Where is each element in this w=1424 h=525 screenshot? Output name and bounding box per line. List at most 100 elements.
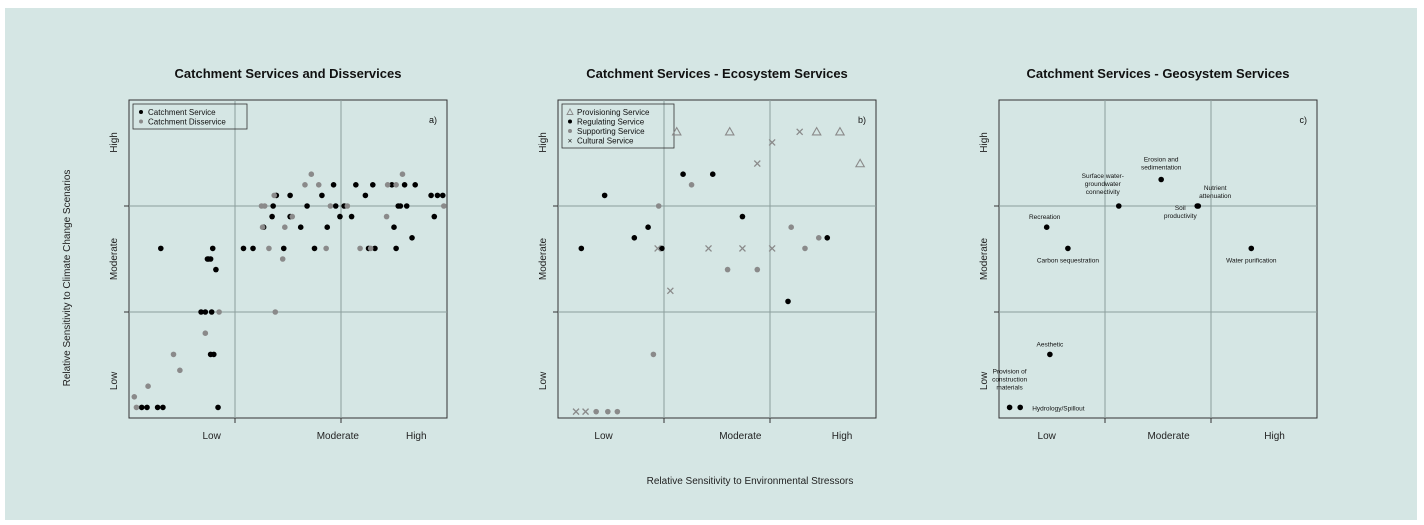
series-catchment-service <box>138 182 446 411</box>
series-catchment-disservice <box>131 171 447 411</box>
data-point <box>348 213 355 220</box>
data-point <box>768 138 776 146</box>
data-point <box>272 309 279 315</box>
data-point <box>739 213 746 220</box>
data-point <box>1194 203 1201 209</box>
data-point <box>311 245 318 252</box>
data-point <box>319 192 325 199</box>
data-point <box>202 309 209 315</box>
annotation-line: construction <box>992 376 1027 383</box>
data-point <box>287 192 293 199</box>
data-point <box>145 383 151 390</box>
x-tick-label: Moderate <box>719 431 762 442</box>
legend-marker <box>139 110 143 114</box>
data-point <box>160 404 166 411</box>
legend-marker <box>568 119 572 124</box>
data-point <box>724 126 735 136</box>
data-point <box>1043 224 1050 230</box>
annotation-line: Water purification <box>1226 257 1277 264</box>
figure: Relative Sensitivity to Climate Change S… <box>5 8 1417 520</box>
data-point <box>209 245 216 252</box>
data-point <box>370 182 376 188</box>
annotation-line: materials <box>996 384 1023 391</box>
data-point <box>353 182 359 188</box>
data-point <box>811 126 822 136</box>
x-tick-label: Moderate <box>1147 431 1190 442</box>
marker-stroke <box>572 408 580 416</box>
data-point <box>434 192 441 199</box>
annotation-line: Carbon sequestration <box>1037 257 1100 264</box>
data-point <box>578 245 585 252</box>
annotation-line: productivity <box>1164 213 1198 220</box>
data-point <box>671 126 682 136</box>
legend-item: Catchment Disservice <box>139 118 226 127</box>
data-point <box>344 203 351 209</box>
data-point <box>211 351 217 358</box>
data-point <box>428 192 434 199</box>
data-point <box>202 330 209 337</box>
data-point <box>802 245 808 252</box>
data-point <box>266 245 272 252</box>
legend-label: Provisioning Service <box>577 108 650 117</box>
legend-label: Regulating Service <box>577 118 645 127</box>
series-cultural-service <box>572 128 804 416</box>
y-tick-label: High <box>538 132 549 153</box>
data-point <box>367 245 374 252</box>
data-point <box>330 182 337 188</box>
data-point <box>1248 245 1255 252</box>
data-point <box>645 224 651 230</box>
data-point <box>785 298 791 305</box>
data-point <box>796 128 804 136</box>
data-point <box>572 408 580 416</box>
annotation-line: Nutrient <box>1204 185 1227 192</box>
data-point <box>754 266 761 273</box>
data-point <box>666 287 674 295</box>
series-regulating-service <box>578 171 831 305</box>
data-point <box>605 408 611 415</box>
legend-label: Catchment Disservice <box>148 118 226 127</box>
data-point <box>391 224 397 230</box>
plot-frame <box>998 99 1318 419</box>
data-point <box>601 192 608 199</box>
panel-label: b) <box>858 115 866 125</box>
marker-stroke <box>582 408 590 416</box>
figure-canvas: Relative Sensitivity to Climate Change S… <box>62 66 1318 487</box>
data-point <box>138 404 145 411</box>
data-point <box>280 245 287 252</box>
legend-box <box>132 103 248 130</box>
annotation-line: Hydrology/Spillout <box>1032 405 1085 412</box>
data-point <box>815 235 822 241</box>
data-point <box>158 245 164 252</box>
data-point <box>205 256 212 262</box>
data-point <box>154 404 161 411</box>
point-annotation: Soil productivity <box>1164 205 1198 220</box>
data-point <box>824 235 831 241</box>
data-point <box>650 351 657 358</box>
point-annotation: Aesthetic <box>1037 341 1064 348</box>
data-point <box>208 309 215 315</box>
marker-stroke <box>768 138 776 146</box>
data-point <box>215 404 221 411</box>
data-point <box>688 182 695 188</box>
data-point <box>768 244 776 252</box>
data-point <box>357 245 363 252</box>
marker-stroke <box>654 244 662 252</box>
data-point <box>403 203 410 209</box>
x-tick-label: Moderate <box>317 431 360 442</box>
y-tick-label: Low <box>979 371 990 390</box>
chart-panel-2: Catchment Services - Ecosystem Services L… <box>538 66 877 442</box>
point-annotation: Erosion and sedimentation <box>1141 157 1182 172</box>
point-annotation: Recreation <box>1029 214 1061 221</box>
data-point <box>412 182 419 188</box>
data-point <box>304 203 310 209</box>
data-point <box>177 367 183 374</box>
data-point <box>240 245 247 252</box>
data-point <box>198 309 204 315</box>
data-point <box>1115 203 1122 209</box>
data-point <box>327 203 334 209</box>
legend-item: × Cultural Service <box>568 137 634 146</box>
legend-item: Regulating Service <box>568 118 645 127</box>
legend-marker <box>139 119 143 124</box>
data-point <box>289 213 296 220</box>
chart-panel-3: Catchment Services - Geosystem Services L… <box>979 66 1318 442</box>
